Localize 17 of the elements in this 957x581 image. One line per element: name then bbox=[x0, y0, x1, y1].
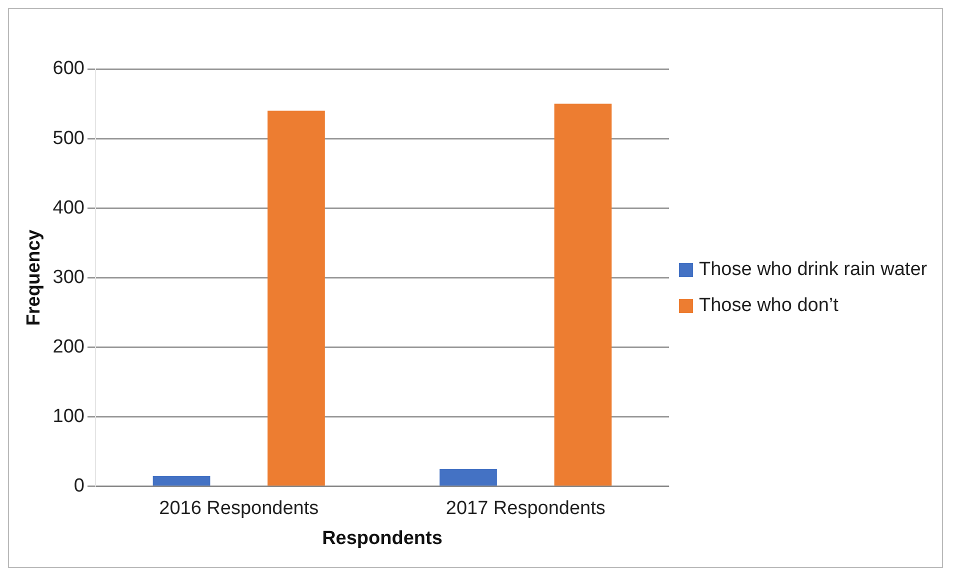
x-axis-title: Respondents bbox=[322, 528, 442, 549]
bar bbox=[440, 469, 497, 486]
y-tick-label: 400 bbox=[52, 197, 84, 218]
y-tick-label: 100 bbox=[52, 406, 84, 428]
y-tick-label: 0 bbox=[74, 476, 84, 497]
bar bbox=[268, 110, 325, 486]
bar bbox=[152, 476, 210, 486]
bar bbox=[554, 104, 612, 486]
legend-label: Those who drink rain water bbox=[699, 259, 928, 281]
y-tick-label: 600 bbox=[52, 58, 84, 80]
y-tick-label: 200 bbox=[52, 336, 84, 358]
y-tick-label: 500 bbox=[52, 128, 84, 149]
x-tick-label: 2017 Respondents bbox=[446, 498, 606, 520]
y-axis-title: Frequency bbox=[24, 229, 45, 326]
legend-label: Those who don’t bbox=[699, 295, 838, 317]
x-tick-label: 2016 Respondents bbox=[159, 498, 319, 520]
y-tick-label: 300 bbox=[52, 266, 84, 288]
